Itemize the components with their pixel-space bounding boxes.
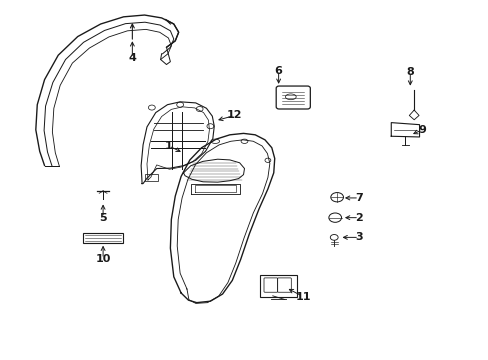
Text: 12: 12: [226, 111, 242, 121]
Text: 3: 3: [355, 232, 362, 242]
Text: 10: 10: [95, 254, 111, 264]
Text: 8: 8: [406, 67, 413, 77]
Text: 7: 7: [354, 193, 362, 203]
Text: 6: 6: [274, 66, 282, 76]
Text: 11: 11: [295, 292, 310, 302]
Text: 5: 5: [99, 213, 107, 222]
Text: 9: 9: [418, 125, 426, 135]
Text: 4: 4: [128, 53, 136, 63]
Text: 2: 2: [354, 213, 362, 222]
Text: 1: 1: [165, 141, 172, 151]
